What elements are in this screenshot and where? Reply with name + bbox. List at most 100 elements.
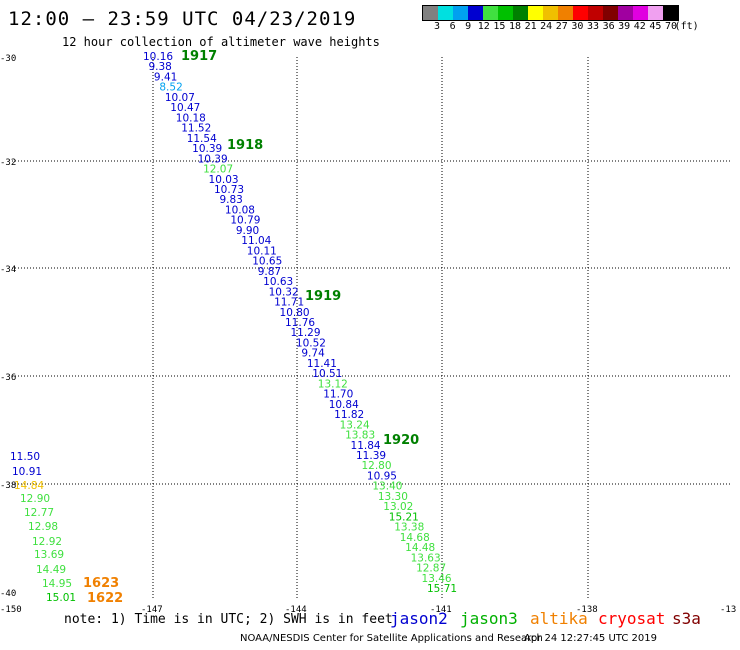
swh-value: 10.08	[225, 204, 255, 216]
lat-label: -36	[0, 373, 16, 383]
colorbar-labels: 3 6 9 12 15 18 21 24 27 30 33 36 39 42 45 70 (ft)	[422, 21, 740, 33]
swh-value: 10.79	[230, 215, 260, 227]
colorbar-swatch	[498, 6, 513, 20]
colorbar-label: 21	[524, 21, 537, 32]
swh-value: 13.24	[340, 419, 370, 431]
swh-value: 11.50	[10, 451, 40, 463]
lon-label: -141	[430, 605, 452, 615]
swh-value: 11.82	[334, 409, 364, 421]
lon-label: -150	[0, 605, 22, 615]
lon-label: -13	[720, 605, 736, 615]
swh-value: 12.92	[32, 536, 62, 548]
swh-value: 10.11	[247, 245, 277, 257]
swh-value: 10.07	[165, 92, 195, 104]
pass-number-label: 1918	[227, 138, 263, 153]
swh-value: 13.83	[345, 430, 375, 442]
lat-label: -30	[0, 54, 16, 64]
colorbar-swatch	[588, 6, 603, 20]
swh-value: 10.18	[176, 112, 206, 124]
colorbar-label: 12	[477, 21, 490, 32]
swh-value: 12.77	[24, 507, 54, 519]
colorbar-swatch	[483, 6, 498, 20]
lon-label: -147	[141, 605, 163, 615]
credit-line: NOAA/NESDIS Center for Satellite Applica…	[240, 633, 543, 644]
swh-value: 12.87	[416, 563, 446, 575]
swh-value: 11.54	[187, 133, 217, 145]
swh-value: 9.87	[258, 266, 281, 278]
swh-value: 10.03	[209, 174, 239, 186]
swh-value: 12.98	[28, 521, 58, 533]
swh-value: 10.47	[170, 102, 200, 114]
swh-value: 9.83	[219, 194, 242, 206]
colorbar-label: 70	[664, 21, 678, 32]
swh-value: 11.76	[285, 317, 315, 329]
swh-value: 13.63	[411, 552, 441, 564]
lat-label: -32	[0, 158, 16, 168]
lat-label: -38	[0, 481, 16, 491]
swh-value: 15.71	[427, 583, 457, 595]
colorbar-swatch	[468, 6, 483, 20]
swh-value: 12.90	[20, 493, 50, 505]
colorbar-label: 9	[465, 21, 472, 32]
pass-number-label: 1920	[383, 433, 419, 448]
colorbar-label: 39	[618, 21, 631, 32]
colorbar-swatch	[528, 6, 543, 20]
lon-label: -144	[285, 605, 307, 615]
colorbar-label: 15	[493, 21, 506, 32]
colorbar-swatch	[633, 6, 648, 20]
swh-value: 11.41	[307, 358, 337, 370]
swh-value: 10.73	[214, 184, 244, 196]
colorbar-swatch	[438, 6, 453, 20]
swh-value: 10.65	[252, 256, 282, 268]
pass-number-label: 1917	[181, 49, 217, 64]
swh-value: 14.95	[42, 578, 72, 590]
map-title: 12:00 – 23:59 UTC 04/23/2019	[8, 8, 357, 30]
colorbar-swatch	[513, 6, 528, 20]
swh-value: 13.02	[383, 501, 413, 513]
swh-value: 13.69	[34, 549, 64, 561]
colorbar-label: 36	[602, 21, 615, 32]
colorbar-swatch	[453, 6, 468, 20]
colorbar-label: 24	[540, 21, 553, 32]
swh-value: 11.04	[241, 235, 271, 247]
lat-lon-grid	[12, 57, 732, 600]
generated-timestamp: Apr 24 12:27:45 UTC 2019	[524, 633, 657, 644]
swh-value: 10.39	[198, 153, 228, 165]
colorbar-label: 30	[571, 21, 584, 32]
track-values: 10.169.389.418.5210.0710.4710.1811.5211.…	[10, 49, 457, 606]
footer-note: note: 1) Time is in UTC; 2) SWH is in fe…	[64, 612, 393, 627]
swh-value: 10.52	[296, 337, 326, 349]
colorbar-swatch	[543, 6, 558, 20]
colorbar-swatch	[618, 6, 633, 20]
colorbar-swatch	[423, 6, 438, 20]
axis-labels: -30 -32 -34 -36 -38 -40 -150 -147 -144 -141 -138 -1…	[0, 54, 736, 615]
pass-number-label: 1622	[87, 591, 123, 606]
swh-value: 14.49	[36, 564, 66, 576]
legend-cryosat: cryosat	[598, 609, 666, 628]
colorbar-label: (ft)	[674, 21, 699, 32]
swh-value: 11.71	[274, 297, 304, 309]
colorbar-swatch	[603, 6, 618, 20]
swh-value: 10.39	[192, 143, 222, 155]
colorbar-swatch	[648, 6, 663, 20]
swh-value: 11.29	[290, 327, 320, 339]
swh-value: 10.32	[269, 286, 299, 298]
colorbar-label: 33	[586, 21, 600, 32]
swh-value: 10.63	[263, 276, 293, 288]
legend-s3a: s3a	[672, 609, 701, 628]
swh-value: 10.91	[12, 466, 42, 478]
legend-jason3: jason3	[460, 609, 518, 628]
swh-value: 9.38	[148, 61, 171, 73]
colorbar-label: 42	[633, 21, 646, 32]
swh-value: 10.16	[143, 51, 173, 63]
swh-value: 10.84	[329, 399, 359, 411]
legend-altika: altika	[530, 609, 588, 628]
colorbar-label: 6	[449, 21, 456, 32]
colorbar-label: 3	[433, 21, 441, 32]
lat-label: -40	[0, 589, 16, 599]
colorbar-swatch	[558, 6, 573, 20]
swh-value: 12.80	[361, 460, 391, 472]
swh-value: 9.41	[154, 71, 177, 83]
map-subtitle: 12 hour collection of altimeter wave hei…	[62, 35, 380, 49]
